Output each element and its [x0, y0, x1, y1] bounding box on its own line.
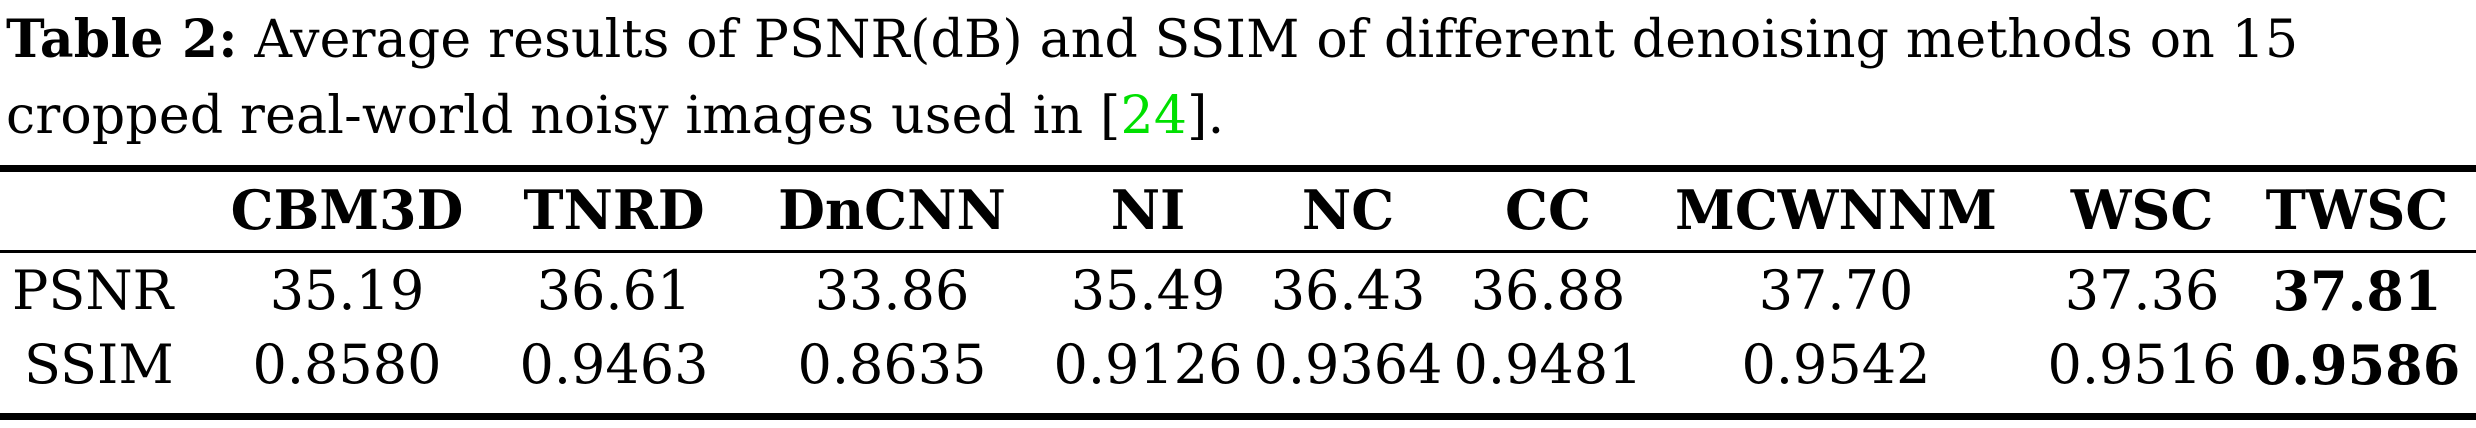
table-cell: 36.88 — [1470, 259, 1626, 322]
caption-label: Table 2: — [6, 9, 238, 70]
table-cell: 0.9463 — [519, 333, 709, 396]
table-cell: 0.8635 — [797, 333, 987, 396]
caption-text: Average results of PSNR(dB) and SSIM of … — [6, 10, 2299, 146]
column-header-cbm3d: CBM3D — [230, 178, 464, 242]
table-cell: 0.9481 — [1453, 333, 1643, 396]
table-cell: 0.8580 — [252, 333, 442, 396]
table-cell: 36.43 — [1270, 259, 1426, 322]
column-header-cc: CC — [1505, 178, 1591, 242]
table-bottom-rule — [0, 413, 2476, 420]
table-caption: Table 2: Average results of PSNR(dB) and… — [6, 2, 2471, 154]
citation-link[interactable]: 24 — [1120, 86, 1188, 146]
column-header-twsc: TWSC — [2265, 178, 2449, 242]
table-cell-best: 37.81 — [2272, 259, 2442, 323]
table-header-rule — [0, 250, 2476, 253]
column-header-ni: NI — [1110, 178, 1186, 242]
table-cell: 0.9542 — [1741, 333, 1931, 396]
column-header-tnrd: TNRD — [523, 178, 705, 242]
row-label-ssim: SSIM — [24, 333, 174, 396]
table-cell: 37.36 — [2064, 259, 2220, 322]
table-cell: 0.9516 — [2047, 333, 2237, 396]
table-cell: 0.9126 — [1053, 333, 1243, 396]
table-cell-best: 0.9586 — [2253, 333, 2461, 397]
table-cell: 36.61 — [536, 259, 692, 322]
column-header-wsc: WSC — [2070, 178, 2214, 242]
table-cell: 35.19 — [269, 259, 425, 322]
table-top-rule — [0, 165, 2476, 172]
column-header-nc: NC — [1301, 178, 1395, 242]
column-header-dncnn: DnCNN — [778, 178, 1006, 242]
row-label-psnr: PSNR — [12, 259, 174, 322]
table-cell: 35.49 — [1070, 259, 1226, 322]
table-cell: 37.70 — [1758, 259, 1914, 322]
table-cell: 0.9364 — [1253, 333, 1443, 396]
column-header-mcwnnm: MCWNNM — [1675, 178, 1997, 242]
caption-end: ]. — [1187, 86, 1225, 146]
table-cell: 33.86 — [814, 259, 970, 322]
